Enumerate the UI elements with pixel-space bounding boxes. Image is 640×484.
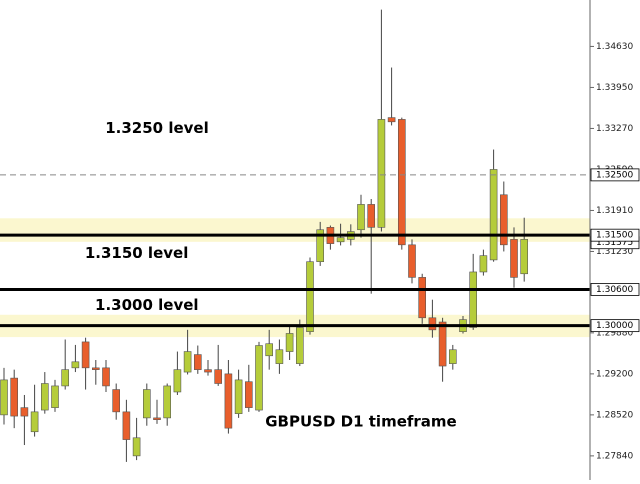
price-box: [590, 283, 640, 296]
y-tick-label: 1.34630: [596, 42, 633, 52]
candle-body: [397, 119, 406, 246]
candle-body: [520, 239, 529, 275]
y-tick-label: 1.29880: [596, 328, 633, 338]
candle-body: [51, 385, 59, 408]
annotation: GBPUSD D1 timeframe: [265, 413, 456, 431]
candle-body: [194, 354, 202, 370]
price-box-label: 1.30600: [596, 285, 633, 295]
candle-body: [10, 377, 18, 417]
candle-body: [275, 349, 284, 364]
y-tick-label: 1.31230: [596, 247, 633, 257]
y-tick-label: 1.33950: [596, 83, 633, 93]
y-tick-label: 1.33270: [596, 124, 633, 134]
candle-body: [377, 119, 386, 228]
candle-body: [204, 369, 212, 373]
candle-body: [448, 349, 457, 364]
candle-body: [367, 204, 376, 228]
candle-body: [112, 389, 120, 413]
annotation: 1.3150 level: [85, 244, 189, 262]
candle-body: [438, 321, 447, 367]
candle-body: [489, 169, 498, 261]
candle-body: [224, 373, 233, 429]
candle-body: [469, 271, 478, 328]
candle-body: [245, 381, 253, 408]
candle-body: [479, 255, 488, 273]
candle-body: [163, 385, 171, 419]
candle-body: [71, 361, 80, 369]
candle-body: [40, 383, 49, 411]
price-box: [590, 228, 640, 242]
y-tick-label: 1.27840: [596, 451, 633, 461]
candle-body: [387, 117, 396, 123]
candle-body: [499, 194, 508, 246]
candle-body: [92, 367, 100, 370]
candle-body: [153, 417, 161, 420]
price-box-label: 1.32500: [596, 170, 633, 180]
candle-body: [20, 407, 29, 417]
price-box-label: 1.31500: [596, 231, 633, 241]
candle-body: [357, 204, 365, 231]
annotation: 1.3000 level: [95, 296, 199, 314]
candle-body: [408, 244, 416, 278]
candle-body: [265, 343, 274, 357]
candle-body: [81, 341, 90, 369]
price-box-label: 1.30000: [596, 321, 633, 331]
price-box: [590, 319, 640, 333]
price-box: [590, 168, 640, 182]
candle-body: [102, 367, 110, 387]
candle-body: [183, 351, 192, 373]
candle-body: [285, 333, 294, 352]
annotation: 1.3250 level: [105, 119, 209, 137]
candle-body: [418, 277, 427, 319]
candle-body: [336, 237, 345, 243]
candle-body: [295, 327, 304, 364]
candle-body: [234, 379, 243, 414]
y-tick-label: 1.31910: [596, 206, 633, 216]
candle-body: [30, 411, 39, 433]
candle-body: [428, 317, 437, 331]
candle-body: [122, 411, 131, 440]
y-tick-label: 1.28520: [596, 410, 633, 420]
candle-body: [316, 229, 325, 263]
candle-body: [132, 437, 141, 457]
candle-body: [306, 261, 314, 332]
y-tick-label: 1.29200: [596, 369, 633, 379]
candle-body: [61, 369, 70, 387]
candle-body: [510, 239, 518, 278]
candle-body: [214, 369, 222, 384]
candle-body: [173, 369, 182, 393]
candle-body: [255, 345, 263, 411]
price-box-label: 1.31375: [596, 238, 633, 248]
candle-body: [143, 389, 151, 419]
candle-body: [0, 379, 8, 416]
